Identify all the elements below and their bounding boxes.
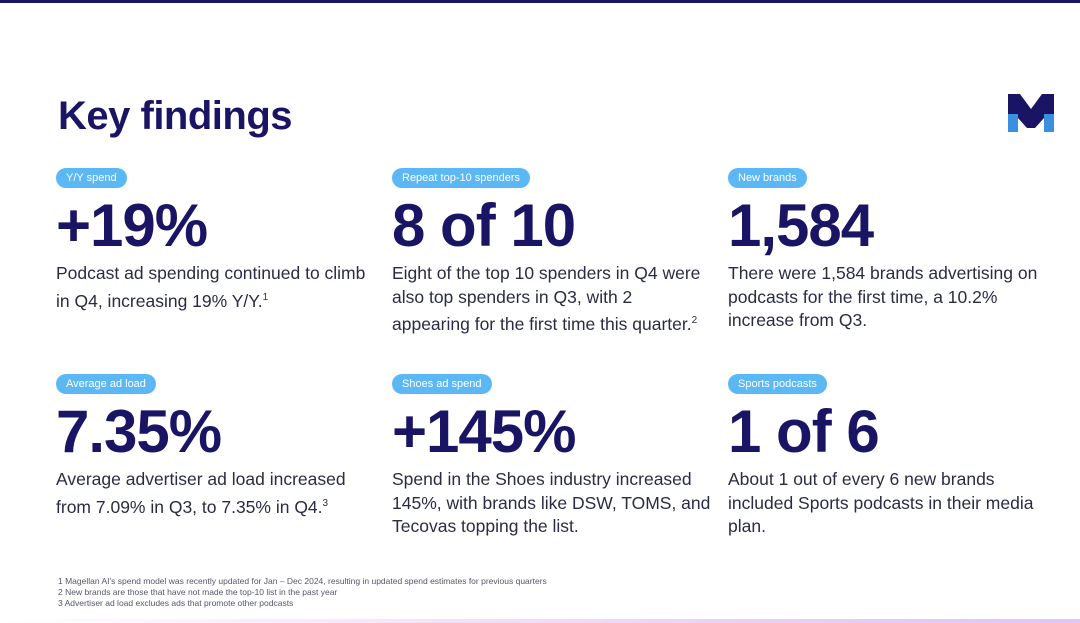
finding-text: Podcast ad spending continued to climb i…: [56, 263, 366, 311]
finding-card-new-brands: New brands 1,584 There were 1,584 brands…: [728, 168, 1048, 333]
magellan-logo-icon: [1008, 94, 1054, 132]
finding-card-sports-podcasts: Sports podcasts 1 of 6 About 1 out of ev…: [728, 374, 1048, 539]
finding-badge: Repeat top-10 spenders: [392, 168, 531, 188]
page-title: Key findings: [58, 94, 293, 138]
finding-card-average-ad-load: Average ad load 7.35% Average advertiser…: [56, 374, 376, 519]
bottom-decoration: [0, 619, 1080, 623]
finding-stat: 1 of 6: [728, 398, 880, 465]
finding-badge: Shoes ad spend: [392, 374, 492, 394]
finding-stat: +145%: [392, 398, 577, 465]
footnote-ref: 3: [322, 497, 329, 509]
finding-description: Eight of the top 10 spenders in Q4 were …: [392, 262, 712, 336]
finding-description: There were 1,584 brands advertising on p…: [728, 262, 1048, 333]
finding-description: Spend in the Shoes industry increased 14…: [392, 468, 712, 539]
footnote-2: 2 New brands are those that have not mad…: [58, 587, 338, 597]
finding-stat: +19%: [56, 192, 208, 259]
finding-stat: 7.35%: [56, 398, 222, 465]
finding-text: There were 1,584 brands advertising on p…: [728, 263, 1038, 330]
footnote-ref: 2: [691, 315, 698, 326]
finding-stat: 1,584: [728, 192, 874, 259]
finding-badge: Sports podcasts: [728, 374, 827, 394]
footnote-3: 3 Advertiser ad load excludes ads that p…: [58, 598, 294, 608]
finding-description: Podcast ad spending continued to climb i…: [56, 262, 376, 313]
footnote-ref: 1: [262, 291, 269, 303]
finding-card-shoes-ad-spend: Shoes ad spend +145% Spend in the Shoes …: [392, 374, 712, 539]
finding-text: About 1 out of every 6 new brands includ…: [728, 469, 1034, 536]
finding-description: Average advertiser ad load increased fro…: [56, 468, 376, 519]
footnotes: 1 Magellan AI's spend model was recently…: [58, 576, 547, 609]
finding-badge: Average ad load: [56, 374, 156, 394]
finding-text: Average advertiser ad load increased fro…: [56, 469, 346, 517]
finding-badge: New brands: [728, 168, 807, 188]
finding-card-yy-spend: Y/Y spend +19% Podcast ad spending conti…: [56, 168, 376, 313]
finding-stat: 8 of 10: [392, 192, 576, 259]
finding-text: Eight of the top 10 spenders in Q4 were …: [392, 263, 701, 334]
footnote-1: 1 Magellan AI's spend model was recently…: [58, 576, 547, 586]
top-rule: [0, 0, 1080, 3]
finding-description: About 1 out of every 6 new brands includ…: [728, 468, 1048, 539]
finding-badge: Y/Y spend: [56, 168, 127, 188]
finding-card-repeat-spenders: Repeat top-10 spenders 8 of 10 Eight of …: [392, 168, 712, 336]
finding-text: Spend in the Shoes industry increased 14…: [392, 469, 711, 536]
